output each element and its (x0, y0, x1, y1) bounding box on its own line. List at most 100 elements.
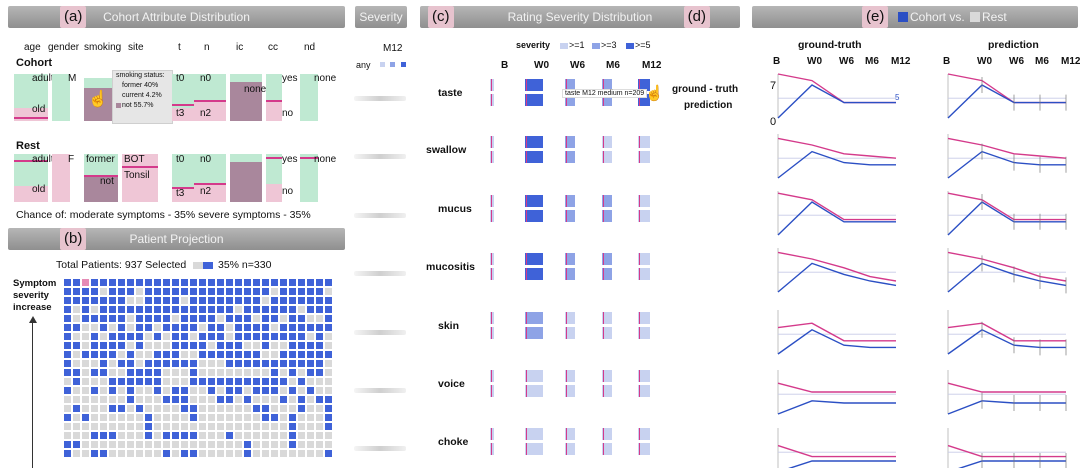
patient-square[interactable] (262, 279, 269, 286)
rating-cell-taste-bottom[interactable] (602, 94, 612, 106)
patient-square[interactable] (190, 396, 197, 403)
patient-square[interactable] (316, 369, 323, 376)
patient-square[interactable] (127, 432, 134, 439)
patient-square[interactable] (262, 360, 269, 367)
patient-square[interactable] (217, 351, 224, 358)
patient-square[interactable] (316, 324, 323, 331)
patient-square[interactable] (325, 315, 332, 322)
patient-square[interactable] (253, 432, 260, 439)
patient-square[interactable] (226, 324, 233, 331)
patient-square[interactable] (244, 423, 251, 430)
patient-square[interactable] (136, 306, 143, 313)
patient-square[interactable] (181, 288, 188, 295)
rating-cell-skin-top[interactable] (525, 312, 543, 324)
patient-square[interactable] (253, 369, 260, 376)
patient-square[interactable] (118, 396, 125, 403)
patient-square[interactable] (307, 378, 314, 385)
patient-square[interactable] (271, 297, 278, 304)
rating-cell-voice-top[interactable] (638, 370, 650, 382)
patient-square[interactable] (64, 423, 71, 430)
patient-square[interactable] (289, 306, 296, 313)
patient-square[interactable] (190, 360, 197, 367)
patient-square[interactable] (100, 288, 107, 295)
patient-square[interactable] (244, 351, 251, 358)
patient-square[interactable] (109, 378, 116, 385)
patient-square[interactable] (217, 450, 224, 457)
rating-cell-swallow-top[interactable] (565, 136, 575, 148)
patient-square[interactable] (262, 351, 269, 358)
rating-cell-voice-top[interactable] (602, 370, 612, 382)
patient-square[interactable] (316, 414, 323, 421)
patient-square[interactable] (163, 405, 170, 412)
patient-square[interactable] (199, 396, 206, 403)
patient-square[interactable] (253, 396, 260, 403)
attribute-col-smoking[interactable]: smoking (84, 42, 122, 53)
symptom-label-voice[interactable]: voice (438, 378, 465, 390)
cohort-age-bar-adult[interactable] (14, 74, 48, 108)
patient-square[interactable] (316, 441, 323, 448)
patient-square[interactable] (136, 360, 143, 367)
patient-square[interactable] (73, 414, 80, 421)
patient-square[interactable] (289, 396, 296, 403)
patient-square[interactable] (73, 324, 80, 331)
patient-square[interactable] (316, 279, 323, 286)
rating-cell-taste-top[interactable] (525, 79, 543, 91)
patient-square[interactable] (127, 324, 134, 331)
patient-square[interactable] (118, 351, 125, 358)
patient-square[interactable] (91, 432, 98, 439)
patient-square[interactable] (190, 297, 197, 304)
patient-square[interactable] (181, 324, 188, 331)
patient-square[interactable] (181, 441, 188, 448)
patient-square[interactable] (244, 450, 251, 457)
patient-square[interactable] (118, 369, 125, 376)
patient-square[interactable] (73, 441, 80, 448)
patient-square[interactable] (289, 450, 296, 457)
patient-square[interactable] (316, 288, 323, 295)
rating-cell-swallow-top[interactable] (525, 136, 543, 148)
patient-square[interactable] (181, 306, 188, 313)
symptom-label-skin[interactable]: skin (438, 320, 460, 332)
patient-square[interactable] (280, 315, 287, 322)
patient-square[interactable] (307, 432, 314, 439)
patient-square[interactable] (163, 396, 170, 403)
patient-square[interactable] (271, 315, 278, 322)
patient-square[interactable] (280, 360, 287, 367)
patient-square[interactable] (73, 306, 80, 313)
patient-square[interactable] (289, 288, 296, 295)
patient-square[interactable] (280, 306, 287, 313)
patient-square[interactable] (226, 297, 233, 304)
patient-square[interactable] (100, 450, 107, 457)
patient-square[interactable] (235, 297, 242, 304)
rating-cell-mucus-bottom[interactable] (602, 210, 612, 222)
patient-square[interactable] (325, 378, 332, 385)
patient-square[interactable] (262, 414, 269, 421)
patient-square[interactable] (307, 279, 314, 286)
patient-square[interactable] (316, 450, 323, 457)
patient-square[interactable] (325, 360, 332, 367)
patient-square[interactable] (271, 405, 278, 412)
patient-square[interactable] (325, 351, 332, 358)
patient-square[interactable] (163, 450, 170, 457)
patient-square[interactable] (73, 369, 80, 376)
patient-square[interactable] (271, 351, 278, 358)
patient-square[interactable] (154, 396, 161, 403)
patient-square[interactable] (181, 450, 188, 457)
patient-square[interactable] (127, 423, 134, 430)
patient-square[interactable] (163, 315, 170, 322)
patient-square[interactable] (127, 297, 134, 304)
patient-square[interactable] (100, 297, 107, 304)
patient-square[interactable] (199, 360, 206, 367)
patient-square[interactable] (91, 342, 98, 349)
patient-square[interactable] (181, 342, 188, 349)
patient-square[interactable] (82, 288, 89, 295)
patient-square[interactable] (118, 279, 125, 286)
patient-square[interactable] (298, 396, 305, 403)
symptom-label-mucositis[interactable]: mucositis (426, 261, 476, 273)
patient-square[interactable] (208, 414, 215, 421)
patient-square[interactable] (136, 315, 143, 322)
rating-cell-choke-bottom[interactable] (565, 443, 575, 455)
patient-square[interactable] (280, 423, 287, 430)
patient-square[interactable] (127, 414, 134, 421)
patient-square[interactable] (217, 387, 224, 394)
patient-square[interactable] (100, 324, 107, 331)
